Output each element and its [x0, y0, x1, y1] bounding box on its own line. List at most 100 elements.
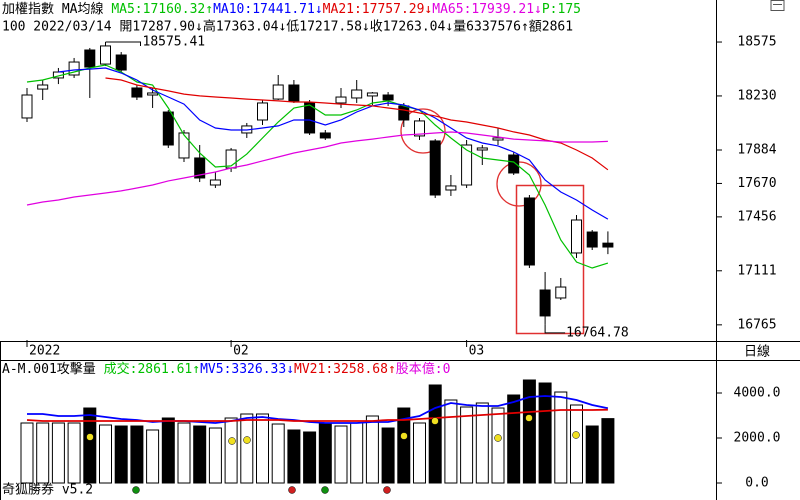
y-tick-label: 16765 [737, 317, 776, 332]
y-tick-label: 18575 [737, 35, 776, 50]
footer: 奇狐勝券 v5.2 [2, 482, 93, 498]
volume-bar [130, 425, 144, 484]
signal-dot [321, 486, 329, 494]
legend-entry: 加權指數 MA均線 [2, 1, 103, 17]
signal-dot [288, 486, 296, 494]
volume-bar [83, 407, 97, 484]
legend-entry: :17160.32↑ [135, 2, 213, 17]
candle-body [319, 132, 331, 139]
x-tick-label: 2022 [29, 344, 60, 359]
volume-bar [287, 429, 301, 484]
volume-bar [522, 379, 536, 484]
candle-body [37, 84, 49, 90]
highlight-circle [400, 108, 446, 154]
y-tick-label: 17884 [737, 143, 776, 158]
volume-bar [428, 384, 442, 484]
candle-body [304, 102, 316, 134]
legend: 加權指數 MA均線 MA5:17160.32↑MA10:17441.71↓MA2… [2, 1, 581, 17]
candle-body [194, 157, 206, 179]
legend-entry: :17757.29↓ [354, 2, 432, 17]
candle-body [68, 61, 80, 76]
y-tick-label: 17456 [737, 209, 776, 224]
ma-line [26, 131, 608, 206]
legend: A-M.001攻擊量 成交:2861.61↑MV5:3326.33↓MV21:3… [2, 361, 450, 377]
period-label: 日線 [744, 344, 770, 360]
signal-dot [572, 431, 580, 439]
volume-bar [570, 404, 583, 484]
plot: 18575 18230 17884 17670 17456 17111 16765 2022 0… [2, 1, 780, 491]
candle-body [84, 49, 96, 68]
volume-bar [381, 427, 395, 484]
volume-bar [67, 422, 81, 484]
signal-dot [400, 432, 408, 440]
candle-body [147, 92, 159, 96]
volume-bar [51, 422, 65, 484]
volume-bar [36, 422, 50, 484]
y-tick-label: 4000.0 [734, 386, 781, 401]
volume-bar [601, 418, 615, 484]
signal-dot [431, 417, 439, 425]
legend-entry: :3258.68↑ [325, 362, 395, 377]
legend-entry: MA21 [323, 2, 354, 17]
candle-body [508, 154, 520, 174]
candle-body [382, 94, 394, 101]
volume-bar [397, 407, 411, 484]
volume-bar [193, 425, 207, 484]
y-tick-label: 17670 [737, 176, 776, 191]
volume-bar [554, 391, 568, 484]
candle-body [272, 84, 284, 100]
volume-bar [99, 424, 112, 484]
highlight-box [515, 184, 585, 335]
window-icon[interactable] [770, 0, 785, 11]
legend-entry: :2861.61↑ [130, 362, 200, 377]
low-label: 16764.78 [566, 325, 629, 340]
candle-body [429, 140, 441, 196]
legend-entry: :17441.71↓ [244, 2, 322, 17]
candle-body [398, 105, 410, 121]
candle-body [366, 92, 378, 97]
candle-body [21, 94, 33, 119]
legend-entry: :17939.21↓ [464, 2, 542, 17]
candle-body [162, 111, 174, 146]
candle-body [414, 120, 425, 137]
volume-bar [444, 399, 458, 484]
signal-dot [494, 434, 502, 442]
candle-body [288, 84, 300, 102]
legend-entry: MV5 [200, 362, 223, 377]
x-tick-label: 02 [233, 344, 249, 359]
candle-body [539, 289, 551, 317]
ma-line [105, 77, 609, 171]
candle-body [100, 45, 111, 65]
candle-body [257, 102, 268, 121]
x-tick-label: 03 [469, 344, 485, 359]
y-tick-label: 18230 [737, 88, 776, 103]
signal-dot [228, 437, 236, 445]
legend-entry: A-M.001攻擊量 [2, 361, 96, 377]
legend-entry: MA5 [111, 2, 134, 17]
volume-bar [256, 413, 269, 484]
volume-bar [146, 429, 160, 484]
candle-body [445, 185, 457, 191]
volume-bar [20, 422, 34, 484]
volume-bar [350, 422, 364, 484]
signal-dot [525, 414, 533, 422]
candle-body [602, 242, 614, 248]
legend-entry: :3326.33↓ [224, 362, 294, 377]
volume-bar [177, 422, 191, 484]
signal-dots [86, 414, 580, 494]
candle-body [523, 197, 535, 266]
legend-entry: MA65 [432, 2, 463, 17]
candle-body [351, 89, 363, 99]
candle-body [335, 96, 347, 104]
legend-entry: 成交 [104, 361, 130, 377]
volume-bar [161, 417, 175, 484]
ma-line [26, 408, 608, 422]
info-line: 100 2022/03/14 開17287.90↓高17363.04↓低1721… [2, 19, 573, 35]
high-label: 18575.41 [143, 34, 206, 49]
high-leader [105, 41, 141, 46]
volume-bar [318, 422, 332, 484]
volume-bar [491, 407, 505, 484]
volume-bar [303, 431, 317, 484]
volume-bar [114, 425, 128, 484]
ma-line [58, 67, 609, 220]
